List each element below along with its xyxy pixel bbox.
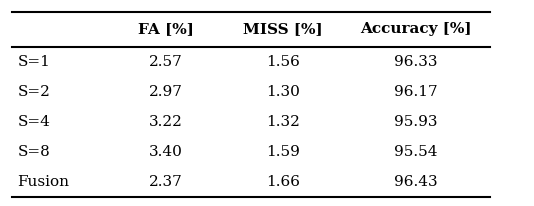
Text: 3.22: 3.22 <box>149 115 183 129</box>
Text: S=8: S=8 <box>17 145 50 159</box>
Text: Accuracy [%]: Accuracy [%] <box>360 22 472 36</box>
Text: S=1: S=1 <box>17 55 50 69</box>
Text: S=4: S=4 <box>17 115 50 129</box>
Text: 2.57: 2.57 <box>149 55 183 69</box>
Text: 1.66: 1.66 <box>266 176 300 190</box>
Text: 95.54: 95.54 <box>394 145 437 159</box>
Text: 96.17: 96.17 <box>394 85 437 99</box>
Text: 1.32: 1.32 <box>266 115 300 129</box>
Text: 1.56: 1.56 <box>266 55 300 69</box>
Text: 95.93: 95.93 <box>394 115 437 129</box>
Text: 2.37: 2.37 <box>149 176 183 190</box>
Text: S=2: S=2 <box>17 85 50 99</box>
Text: MISS [%]: MISS [%] <box>243 22 323 36</box>
Text: 1.59: 1.59 <box>266 145 300 159</box>
Text: Fusion: Fusion <box>17 176 69 190</box>
Text: 3.40: 3.40 <box>149 145 183 159</box>
Text: 96.33: 96.33 <box>394 55 437 69</box>
Text: 96.43: 96.43 <box>394 176 437 190</box>
Text: 1.30: 1.30 <box>266 85 300 99</box>
Text: FA [%]: FA [%] <box>138 22 194 36</box>
Text: 2.97: 2.97 <box>149 85 183 99</box>
